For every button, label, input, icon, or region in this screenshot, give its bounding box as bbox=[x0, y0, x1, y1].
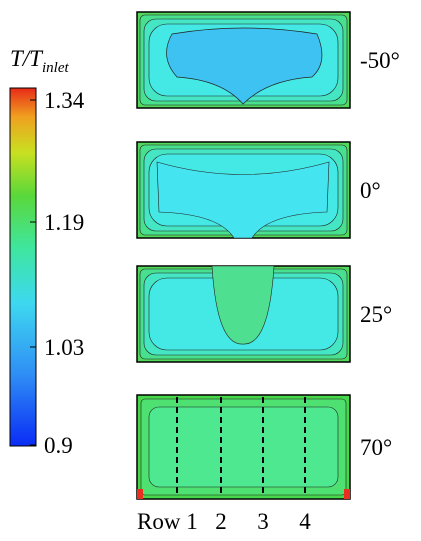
colorbar-title: T/Tinlet bbox=[10, 46, 69, 76]
colorbar-tick-label: 1.19 bbox=[44, 210, 84, 235]
panel-label: 0° bbox=[360, 178, 381, 203]
colorbar-tick-label: 0.9 bbox=[44, 433, 73, 458]
hot-corner bbox=[344, 489, 350, 499]
panel-label: -50° bbox=[360, 48, 400, 73]
title-main: T/T bbox=[10, 46, 44, 71]
contour-panel bbox=[136, 265, 351, 363]
row-label: Row 1 bbox=[137, 509, 198, 534]
contour-plume bbox=[211, 265, 275, 345]
contour-core bbox=[156, 161, 330, 239]
colorbar-tick-label: 1.03 bbox=[44, 335, 84, 360]
title-subscript: inlet bbox=[42, 60, 69, 76]
panel-label: 70° bbox=[360, 435, 392, 460]
row-label: 3 bbox=[257, 509, 269, 534]
row-label: 2 bbox=[215, 509, 227, 534]
contour-core bbox=[166, 27, 323, 105]
contour-band bbox=[148, 406, 339, 488]
hot-corner bbox=[137, 489, 143, 499]
contour-panel bbox=[136, 11, 351, 109]
contour-panel bbox=[136, 141, 351, 239]
row-label: 4 bbox=[299, 509, 311, 534]
contour-panel bbox=[136, 394, 351, 500]
colorbar bbox=[9, 87, 37, 447]
colorbar-tick-label: 1.34 bbox=[44, 88, 85, 113]
panel-label: 25° bbox=[360, 302, 392, 327]
